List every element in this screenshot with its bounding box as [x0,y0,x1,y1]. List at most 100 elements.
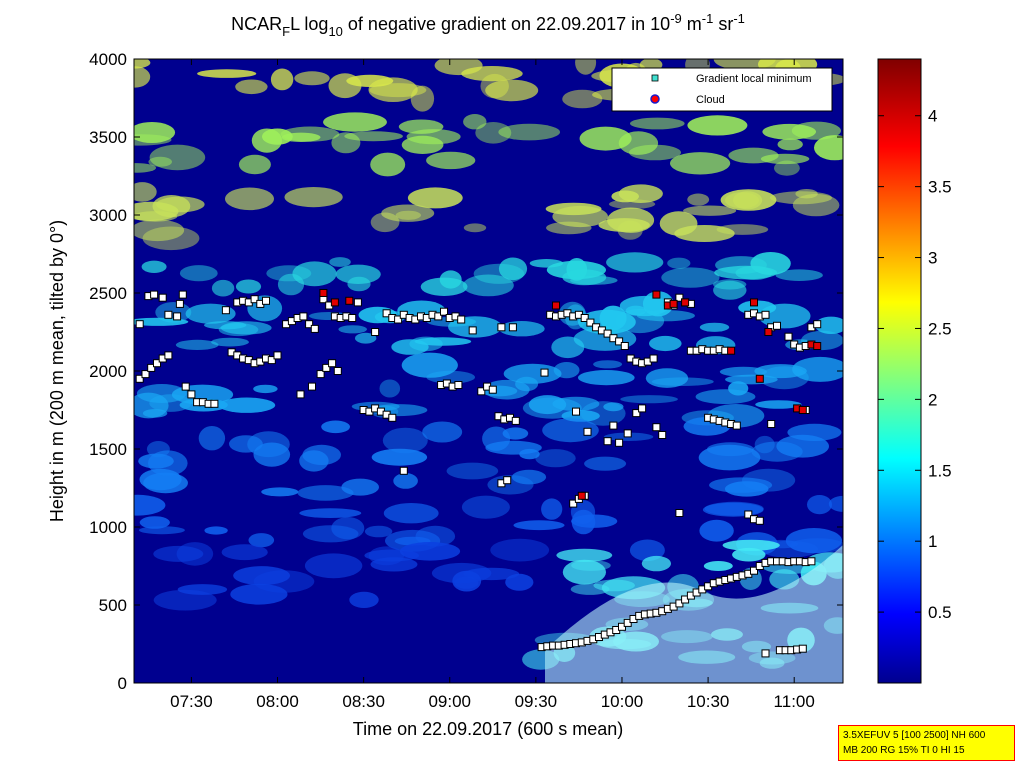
gradient-minimum-marker [580,314,589,322]
cloud-marker [764,328,773,336]
heatmap-patch [792,193,840,217]
heatmap-patch [463,223,487,233]
heatmap-patch [541,498,563,520]
heatmap-patch [426,370,476,384]
heatmap-patch [732,547,766,562]
heatmap-patch [709,477,773,493]
gradient-minimum-marker [658,431,667,439]
gradient-minimum-marker [511,416,520,425]
heatmap-patch [475,122,512,144]
y-tick-label: 3000 [89,206,127,225]
gradient-minimum-marker [497,323,506,332]
heatmap-patch [341,478,380,496]
gradient-minimum-marker [638,404,647,413]
gradient-minimum-marker [440,307,448,316]
gradient-minimum-marker [583,427,592,436]
cloud-marker [750,298,758,307]
gradient-minimum-marker [164,351,173,360]
heatmap-patch [439,270,462,289]
heatmap-patch [722,539,780,551]
heatmap-patch [814,135,843,161]
heatmap-patch [277,273,305,296]
y-tick-label: 4000 [89,50,127,69]
heatmap-patch [211,337,249,347]
x-tick-label: 10:00 [601,692,644,711]
heatmap-patch [134,219,185,242]
cloud-marker [652,290,661,299]
heatmap-patch [461,495,510,519]
heatmap-patch [728,147,779,164]
heatmap-patch [566,258,588,281]
cloud-marker [813,342,822,350]
heatmap-patch [618,184,663,203]
cloud-marker [798,406,807,414]
colorbar-ticks: 0.5 1 1.5 2 2.5 3 3.5 4 [878,107,952,622]
gradient-minimum-marker [761,310,770,319]
heatmap-patch [791,121,842,140]
gradient-minimum-marker [262,296,270,305]
heatmap-patch [618,131,659,155]
colorbar: 0.5 1 1.5 2 2.5 3 3.5 4 [877,58,952,684]
gradient-minimum-marker [652,423,661,432]
heatmap-patch [776,434,829,458]
heatmap-patch [519,448,540,460]
heatmap-patch [733,191,763,210]
heatmap-patch [777,138,803,151]
heatmap-patch [490,538,550,562]
gradient-minimum-marker [178,290,187,299]
gradient-minimum-marker [732,421,741,430]
heatmap-patch [379,379,401,398]
gradient-minimum-marker [147,363,156,372]
gradient-minimum-marker [382,309,391,318]
heatmap-patch [661,267,720,288]
heatmap-patch [338,325,368,334]
heatmap-patch [331,517,365,540]
heatmap-patch [620,395,678,404]
gradient-minimum-marker [615,438,624,447]
heatmap-patch [792,356,843,382]
gradient-minimum-marker [250,295,259,304]
heatmap-patch [399,542,461,561]
gradient-minimum-marker [135,320,144,329]
gradient-minimum-marker [371,328,380,336]
heatmap-patch [719,366,768,377]
heatmap-patch [667,257,691,269]
chart-title: NCARFL log10 of negative gradient on 22.… [231,11,745,39]
heatmap-patch [175,339,219,350]
heatmap-patch [235,279,262,294]
gradient-minimum-marker [603,437,612,446]
gradient-minimum-marker [221,306,230,315]
heatmap-patch [344,131,403,142]
legend-cloud-label: Cloud [696,94,725,106]
heatmap-patch [593,360,623,369]
gradient-minimum-marker [273,351,282,360]
gradient-minimum-marker [181,382,190,391]
heatmap-patch [251,128,282,153]
heatmap-patch [401,135,444,154]
heatmap-patch [754,364,807,379]
heatmap-patch [815,316,843,334]
y-axis-label: Height in m (200 m mean, tilted by 0°) [47,220,67,522]
gradient-minimum-marker [353,298,362,307]
x-axis-label: Time on 22.09.2017 (600 s mean) [353,719,624,739]
heatmap-patch [606,252,664,273]
heatmap-patch [579,126,632,151]
colorbar-tick-label: 0.5 [928,603,952,622]
legend-box [611,67,833,112]
legend-minimum-label: Gradient local minimum [696,73,812,85]
heatmap-patch [703,561,733,571]
heatmap-patch [485,79,539,102]
heatmap-patch [179,265,218,282]
heatmap-patch [253,442,291,467]
heatmap-patch [598,218,650,232]
gradient-minimum-marker [503,476,512,485]
heatmap-patch [562,559,607,585]
heatmap-patch [134,201,179,221]
heatmap-patch [221,544,268,561]
heatmap-patch [716,224,769,235]
colorbar-tick-label: 1 [928,532,937,551]
gradient-minimum-marker [187,390,196,399]
heatmap-patch [462,274,514,297]
y-tick-label: 1000 [89,518,127,537]
heatmap-patch [329,257,351,267]
